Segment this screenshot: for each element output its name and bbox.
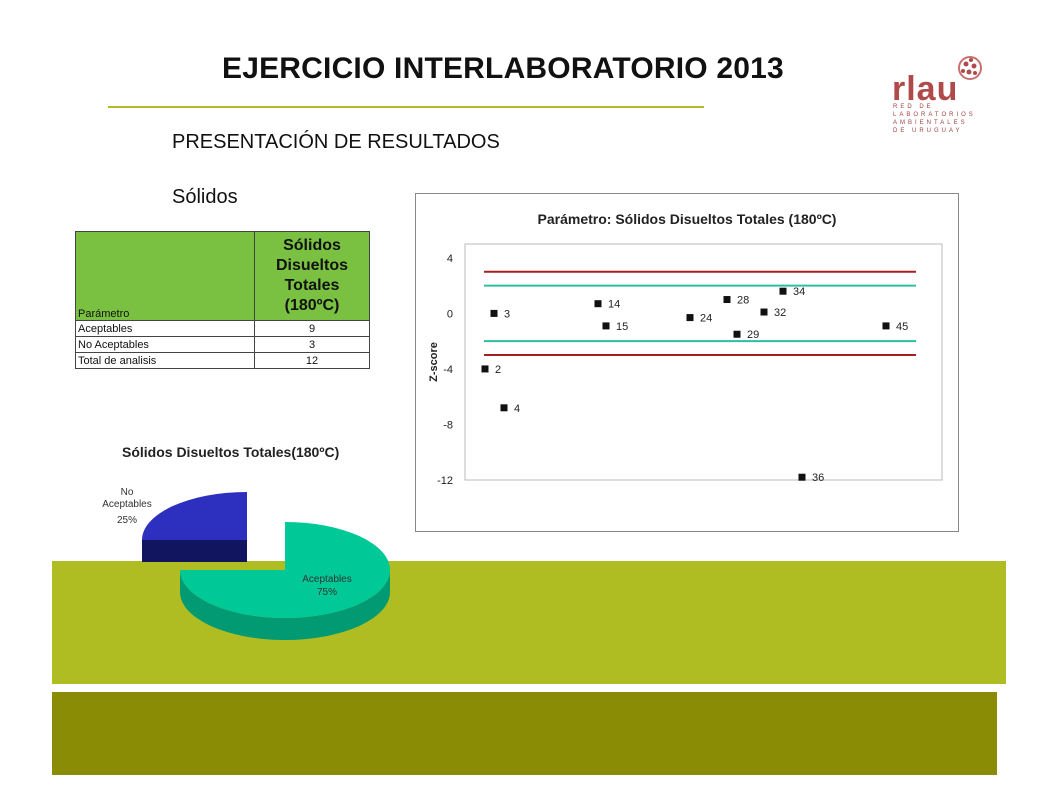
data-label: 3 xyxy=(504,308,510,320)
data-label: 28 xyxy=(737,295,749,307)
zscore-scatter-chart: Parámetro: Sólidos Disueltos Totales (18… xyxy=(428,211,943,487)
data-point xyxy=(686,314,694,322)
title-underline xyxy=(108,106,704,108)
rlau-logo-icon xyxy=(958,56,982,80)
table-row-value: 3 xyxy=(254,336,370,353)
zscore-chart-frame: Parámetro: Sólidos Disueltos Totales (18… xyxy=(415,193,959,532)
slide-subtitle: PRESENTACIÓN DE RESULTADOS xyxy=(172,131,500,153)
table-row-value: 12 xyxy=(254,352,370,369)
logo-tagline: RED DE LABORATORIOS AMBIENTALES DE URUGU… xyxy=(893,104,976,134)
data-point xyxy=(882,322,890,330)
data-point xyxy=(779,287,787,295)
data-label: 45 xyxy=(896,321,908,333)
y-tick-label: -12 xyxy=(437,475,453,487)
data-label: 29 xyxy=(747,329,759,341)
slide-title: EJERCICIO INTERLABORATORIO 2013 xyxy=(222,52,784,85)
plot-area xyxy=(464,243,943,481)
table-row: No Aceptables 3 xyxy=(75,336,370,353)
data-point xyxy=(760,308,768,316)
section-heading: Sólidos xyxy=(172,186,238,208)
data-point xyxy=(733,330,741,338)
data-label: 15 xyxy=(616,321,628,333)
data-point xyxy=(500,404,508,412)
pie-percent: 25% xyxy=(117,515,137,526)
data-point xyxy=(490,309,498,317)
y-tick-label: 0 xyxy=(447,308,453,320)
data-label: 2 xyxy=(495,364,501,376)
pie-label: No Aceptables xyxy=(102,487,151,510)
table-row-label: Aceptables xyxy=(75,320,255,337)
pie-slice-side xyxy=(180,570,390,640)
pie-percent: 75% xyxy=(317,587,337,598)
data-label: 36 xyxy=(812,472,824,484)
table-row-value: 9 xyxy=(254,320,370,337)
table-header-row: Parámetro Sólidos Disueltos Totales (180… xyxy=(75,231,370,321)
table-row: Total de analisis 12 xyxy=(75,352,370,369)
data-label: 34 xyxy=(793,286,805,298)
pie-label: Aceptables xyxy=(302,574,351,585)
pie-slice-side xyxy=(142,540,247,562)
table-row: Aceptables 9 xyxy=(75,320,370,337)
data-point xyxy=(481,365,489,373)
y-axis-label: Z-score xyxy=(428,342,440,382)
pie-slice xyxy=(142,492,247,540)
data-label: 24 xyxy=(700,313,712,325)
table-header-parameter: Parámetro xyxy=(75,231,255,321)
data-label: 4 xyxy=(514,403,520,415)
chart-title: Parámetro: Sólidos Disueltos Totales (18… xyxy=(538,211,837,227)
footer-band-dark xyxy=(52,692,997,775)
table-row-label: Total de analisis xyxy=(75,352,255,369)
y-tick-label: -8 xyxy=(443,419,453,431)
data-point xyxy=(602,322,610,330)
logo-wordmark: rlau xyxy=(892,70,959,108)
table-row-label: No Aceptables xyxy=(75,336,255,353)
y-tick-label: 4 xyxy=(447,253,453,265)
data-point xyxy=(594,300,602,308)
pie-chart-title: Sólidos Disueltos Totales(180ºC) xyxy=(122,444,340,460)
data-point xyxy=(723,296,731,304)
pie-label-line: Aceptables xyxy=(102,499,151,510)
data-label: 32 xyxy=(774,307,786,319)
table-header-solids: Sólidos Disueltos Totales (180ºC) xyxy=(254,231,370,321)
data-point xyxy=(798,473,806,481)
pie-slice xyxy=(180,522,390,618)
y-tick-label: -4 xyxy=(443,364,453,376)
data-label: 14 xyxy=(608,299,620,311)
pie-label-line: No xyxy=(121,487,134,498)
results-table: Parámetro Sólidos Disueltos Totales (180… xyxy=(75,231,370,369)
